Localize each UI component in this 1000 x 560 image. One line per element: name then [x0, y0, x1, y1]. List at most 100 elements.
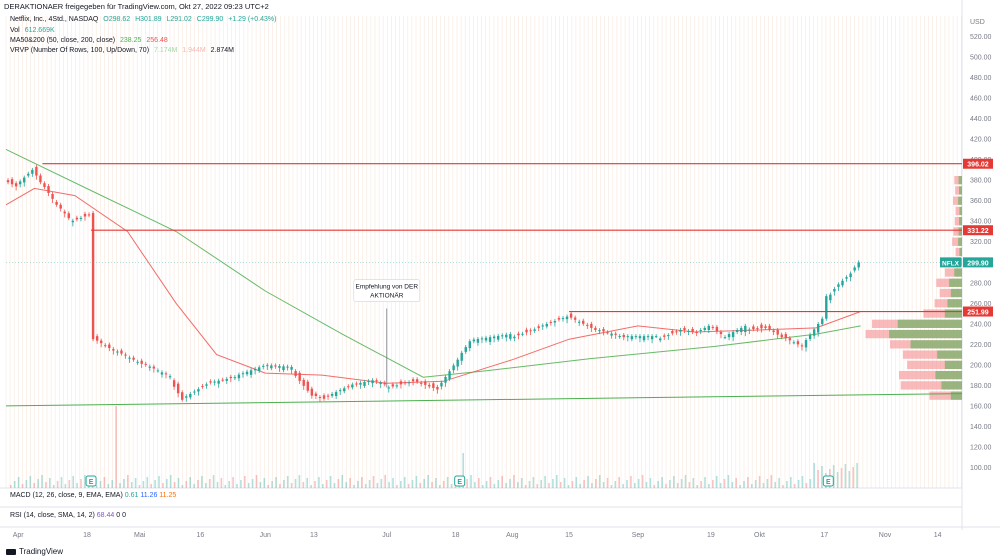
vrvp-up-bar	[959, 206, 962, 216]
candle-body	[792, 342, 796, 344]
volume-bar	[513, 475, 515, 488]
volume-bar	[306, 478, 308, 488]
vrvp-up-bar	[958, 176, 962, 185]
volume-bar	[329, 476, 332, 488]
volume-bar	[33, 483, 35, 488]
volume-bar	[442, 481, 445, 488]
candle-body	[573, 317, 577, 320]
ma-value-1: 238.25	[120, 37, 142, 44]
symbol-legend: Netflix, Inc., 4Std., NASDAQ O298.62 H30…	[10, 16, 279, 23]
vrvp-legend[interactable]: VRVP (Number Of Rows, 100, Up/Down, 70) …	[10, 47, 237, 54]
candle-body	[387, 387, 391, 389]
volume-bar	[774, 482, 776, 488]
candle-body	[148, 366, 152, 368]
volume-bar	[715, 476, 718, 488]
candle-body	[403, 382, 407, 384]
candle-body	[124, 354, 127, 356]
vrvp-down-bar	[936, 278, 962, 287]
candle-body	[257, 367, 261, 371]
volume-bar	[501, 476, 503, 488]
x-tick-label: Jun	[260, 532, 271, 539]
volume-bar	[166, 479, 168, 488]
volume-bar	[610, 485, 613, 488]
level-price-label: 331.22	[967, 228, 989, 235]
volume-bar	[485, 481, 488, 488]
candle-body	[91, 213, 95, 340]
symbol-tag-label: NFLX	[942, 260, 960, 267]
candle-body	[83, 213, 87, 217]
volume-bar	[431, 482, 433, 488]
candle-body	[735, 329, 739, 333]
rsi-legend[interactable]: RSI (14, close, SMA, 14, 2) 68.44 0 0	[10, 512, 126, 519]
volume-bar	[587, 476, 589, 488]
candle-body	[245, 371, 249, 375]
candle-body	[189, 393, 192, 398]
tradingview-logo[interactable]: TradingView	[6, 547, 63, 556]
volume-bar	[298, 475, 301, 488]
volume-bar	[747, 477, 749, 488]
candle-body	[740, 327, 743, 333]
candle-body	[14, 183, 18, 187]
volume-bar	[700, 481, 702, 488]
macd-legend[interactable]: MACD (12, 26, close, 9, EMA, EMA) 0.61 1…	[10, 492, 176, 499]
earnings-marker-label: E	[457, 479, 462, 486]
volume-bar	[76, 483, 78, 488]
volume-bar	[169, 475, 172, 488]
vrvp-down-bar	[953, 196, 962, 205]
volume-bar	[466, 479, 468, 488]
x-tick-label: Jul	[382, 532, 391, 539]
volume-bar	[844, 464, 847, 488]
volume-bar	[119, 483, 121, 488]
volume-bar	[240, 480, 242, 488]
candle-body	[112, 349, 115, 351]
volume-bar	[614, 481, 617, 488]
y-tick-label: 140.00	[970, 424, 992, 431]
volume-bar	[17, 477, 20, 488]
volume-bar	[809, 479, 812, 488]
volume-profile	[865, 176, 962, 400]
volume-bar	[665, 484, 667, 488]
level-price-tag	[963, 306, 993, 317]
x-tick-label: Okt	[754, 532, 765, 539]
volume-bar	[532, 477, 535, 488]
candle-body	[338, 390, 342, 392]
level-price-label: 251.99	[967, 310, 989, 317]
candle-body	[452, 365, 455, 371]
y-tick-label: 220.00	[970, 342, 992, 349]
ma-legend[interactable]: MA50&200 (50, close, 200, close) 238.25 …	[10, 37, 171, 44]
candle-body	[565, 316, 569, 320]
candle-body	[290, 366, 293, 370]
volume-bar	[45, 482, 47, 488]
volume-bar	[782, 485, 784, 488]
volume-bar	[626, 480, 628, 488]
volume-bar	[286, 476, 289, 488]
volume-bar	[154, 480, 156, 488]
candle-body	[667, 335, 670, 337]
volume-bar	[489, 477, 492, 488]
candle-body	[715, 326, 719, 332]
candle-body	[606, 332, 609, 334]
candle-body	[663, 335, 666, 337]
volume-legend[interactable]: Vol 612.669K	[10, 27, 58, 34]
candle-body	[128, 357, 131, 359]
volume-bar	[813, 463, 815, 488]
candle-body	[59, 204, 62, 209]
volume-bar	[205, 483, 207, 488]
symbol-title: Netflix, Inc., 4Std., NASDAQ	[10, 16, 99, 23]
volume-bar	[189, 477, 191, 488]
volume-bar	[735, 478, 737, 488]
candle-body	[646, 336, 650, 338]
candle-body	[379, 382, 382, 385]
horizontal-levels[interactable]: 396.02 331.22 251.99 299.90 NFLX	[6, 158, 993, 317]
volume-bar	[181, 485, 184, 488]
candle-body	[659, 338, 662, 341]
candle-body	[213, 381, 216, 383]
candle-body	[496, 335, 500, 340]
volume-bar	[263, 478, 266, 488]
vrvp-up-bar	[947, 299, 962, 308]
candle-body	[436, 386, 439, 390]
volume-bar	[337, 479, 340, 488]
candle-body	[577, 321, 581, 323]
